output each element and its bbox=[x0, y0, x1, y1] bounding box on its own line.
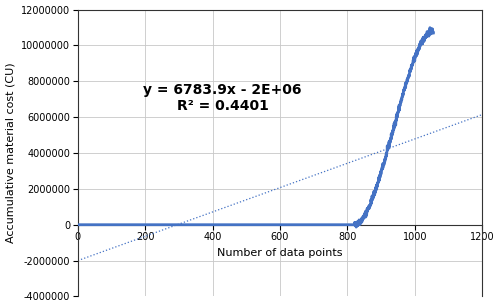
Y-axis label: Accumulative material cost (CU): Accumulative material cost (CU) bbox=[6, 63, 16, 243]
X-axis label: Number of data points: Number of data points bbox=[218, 248, 343, 258]
Text: y = 6783.9x - 2E+06: y = 6783.9x - 2E+06 bbox=[144, 83, 302, 97]
Text: R² = 0.4401: R² = 0.4401 bbox=[177, 99, 268, 113]
